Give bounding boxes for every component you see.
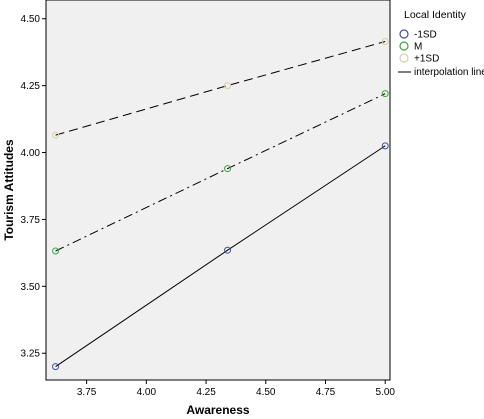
data-point-+1SD xyxy=(224,82,232,90)
data-point--1SD xyxy=(381,142,389,150)
x-tick-label: 3.75 xyxy=(77,387,97,398)
legend-label: M xyxy=(414,42,422,53)
x-tick-label: 4.25 xyxy=(196,387,216,398)
data-point--1SD xyxy=(52,363,60,371)
y-tick-label: 3.50 xyxy=(21,282,41,293)
y-axis-title: Tourism Attitudes xyxy=(2,139,16,241)
x-axis-title: Awareness xyxy=(186,403,249,417)
x-tick-label: 4.75 xyxy=(316,387,336,398)
y-tick-label: 4.00 xyxy=(21,148,41,159)
x-tick-label: 4.50 xyxy=(256,387,276,398)
data-point--1SD xyxy=(224,246,232,254)
series-line-+1SD xyxy=(55,41,386,136)
series-line--1SD xyxy=(55,145,386,368)
data-point-M xyxy=(381,90,389,98)
y-tick-label: 3.25 xyxy=(21,349,41,360)
data-point-M xyxy=(224,165,232,173)
data-point-+1SD xyxy=(381,37,389,45)
y-tick-label: 3.75 xyxy=(21,215,41,226)
plot-area xyxy=(45,0,391,381)
legend-label: +1SD xyxy=(414,54,439,65)
y-tick-label: 4.50 xyxy=(21,14,41,25)
legend-interpolation-label: interpolation line xyxy=(414,67,484,78)
x-tick-label: 4.00 xyxy=(137,387,157,398)
legend-title: Local Identity xyxy=(404,9,467,21)
y-tick-label: 4.25 xyxy=(21,81,41,92)
data-point-+1SD xyxy=(52,131,60,139)
x-tick-label: 5.00 xyxy=(375,387,395,398)
legend-marker xyxy=(399,29,409,39)
legend-marker xyxy=(399,41,409,51)
legend-label: -1SD xyxy=(414,30,437,41)
data-point-M xyxy=(52,247,60,255)
series-line-M xyxy=(55,93,386,252)
legend-marker xyxy=(399,53,409,63)
